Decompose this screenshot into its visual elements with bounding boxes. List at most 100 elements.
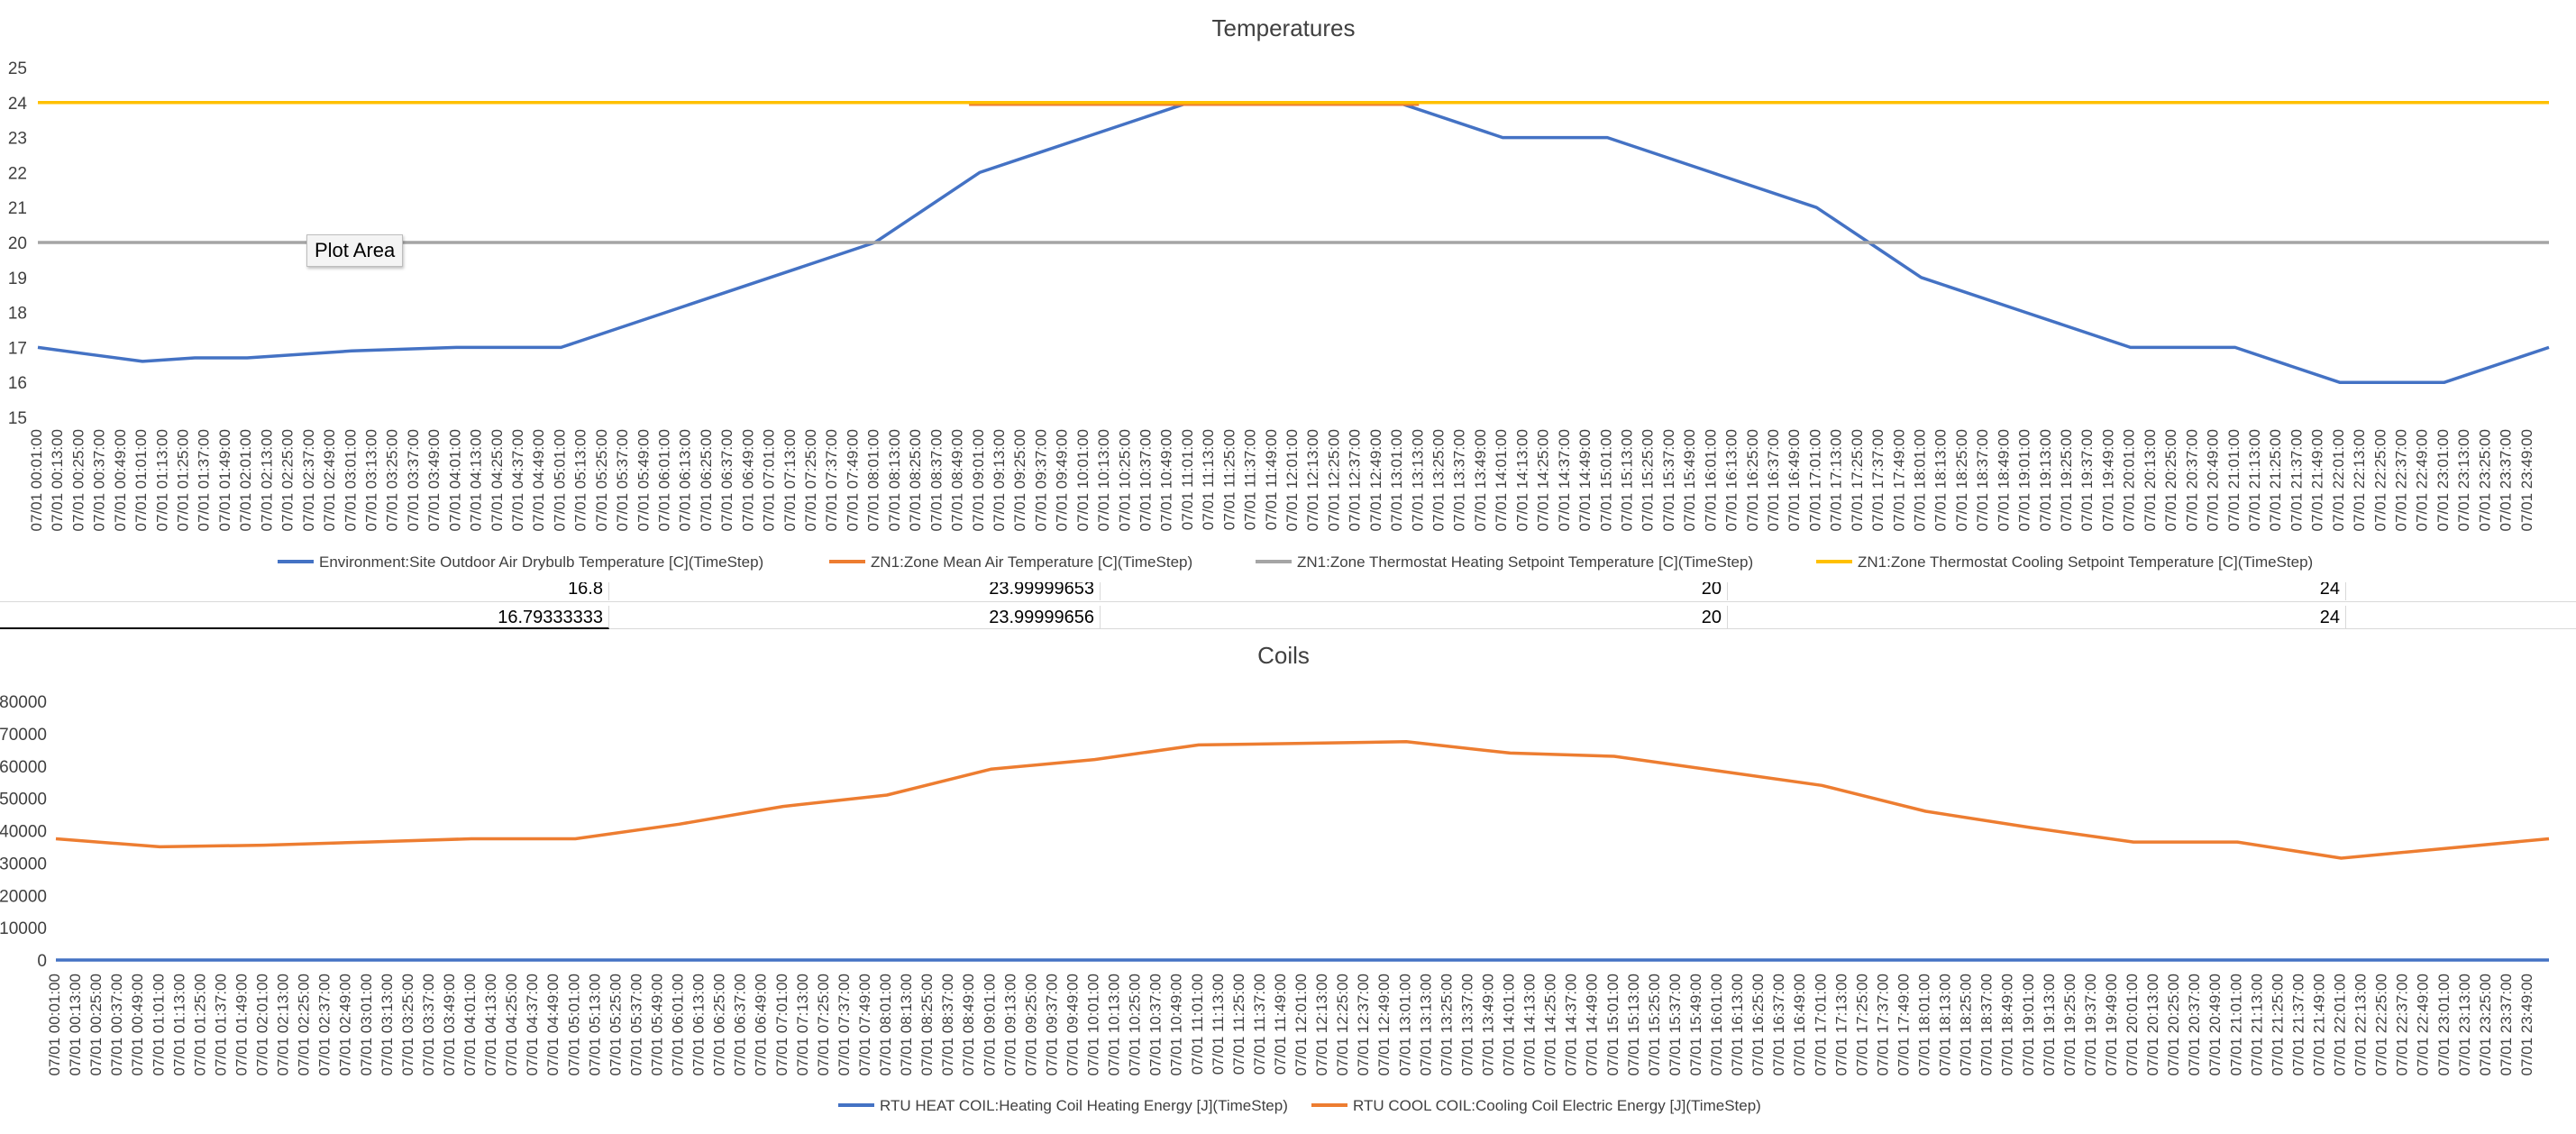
x-tick-label: 07/01 03:13:00 [379,974,396,1075]
legend-entry[interactable]: ZN1:Zone Thermostat Cooling Setpoint Tem… [1858,553,2313,571]
x-tick-label: 07/01 13:01:00 [1396,974,1413,1075]
y-tick-label: 30000 [0,855,47,873]
x-tick-label: 07/01 05:25:00 [607,974,624,1075]
legend-entry[interactable]: Environment:Site Outdoor Air Drybulb Tem… [319,553,763,571]
x-axis: 07/01 00:01:00 07/01 00:13:00 07/01 00:25:… [28,429,2535,531]
x-tick-label: 07/01 07:13:00 [781,429,799,531]
table-cell[interactable]: 16.8 [0,582,609,600]
x-tick-label: 07/01 15:01:00 [1604,974,1621,1075]
x-tick-label: 07/01 20:01:00 [2124,974,2141,1075]
table-cell[interactable]: 20 [1101,582,1728,600]
x-tick-label: 07/01 07:13:00 [794,974,811,1075]
x-tick-label: 07/01 12:49:00 [1367,429,1384,531]
x-tick-label: 07/01 22:37:00 [2394,974,2411,1075]
x-tick-label: 07/01 00:25:00 [87,974,105,1075]
x-tick-label: 07/01 11:13:00 [1200,429,1217,530]
table-row: 16.8 23.99999653 20 24 [0,582,2576,602]
x-tick-label: 07/01 13:37:00 [1458,974,1475,1075]
y-tick-label: 70000 [0,726,47,745]
y-tick-label: 19 [8,270,27,288]
table-cell[interactable]: 24 [1728,606,2346,629]
y-tick-label: 18 [8,305,27,324]
x-tick-label: 07/01 09:13:00 [1001,974,1019,1075]
x-tick-label: 07/01 10:13:00 [1095,429,1112,531]
x-tick-label: 07/01 18:25:00 [1953,429,1970,531]
x-tick-label: 07/01 08:37:00 [939,974,956,1075]
x-tick-label: 07/01 18:01:00 [1916,974,1933,1075]
x-tick-label: 07/01 17:37:00 [1874,974,1891,1075]
x-tick-label: 07/01 15:13:00 [1625,974,1642,1075]
legend-entry[interactable]: ZN1:Zone Thermostat Heating Setpoint Tem… [1297,553,1753,571]
x-tick-label: 07/01 21:37:00 [2288,429,2305,531]
x-tick-label: 07/01 08:25:00 [918,974,936,1075]
legend-entry[interactable]: RTU HEAT COIL:Heating Coil Heating Energ… [880,1097,1288,1114]
x-tick-label: 07/01 05:25:00 [593,429,610,531]
x-tick-label: 07/01 01:13:00 [170,974,187,1075]
legend-entry[interactable]: ZN1:Zone Mean Air Temperature [C](TimeSt… [871,553,1192,571]
x-tick-label: 07/01 09:13:00 [991,429,1008,531]
x-tick-label: 07/01 17:13:00 [1832,974,1850,1075]
x-tick-label: 07/01 06:49:00 [753,974,770,1075]
x-tick-label: 07/01 15:25:00 [1640,429,1657,531]
x-tick-label: 07/01 23:13:00 [2455,429,2472,531]
x-tick-label: 07/01 07:37:00 [836,974,853,1075]
x-tick-label: 07/01 01:01:00 [150,974,167,1075]
y-tick-label: 24 [8,95,28,114]
x-tick-label: 07/01 23:01:00 [2434,429,2452,531]
x-tick-label: 07/01 13:01:00 [1388,429,1405,531]
temperatures-chart: Temperatures 15 16 17 18 19 20 21 22 23 24 25 07/0… [7,14,2550,571]
x-tick-label: 07/01 02:25:00 [279,429,297,531]
x-tick-label: 07/01 07:37:00 [823,429,840,531]
x-tick-label: 07/01 21:49:00 [2310,974,2327,1075]
x-tick-label: 07/01 20:13:00 [2142,429,2159,531]
x-tick-label: 07/01 08:13:00 [898,974,915,1075]
x-tick-label: 07/01 10:01:00 [1074,429,1092,531]
x-tick-label: 07/01 21:13:00 [2248,974,2265,1075]
x-tick-label: 07/01 12:37:00 [1355,974,1372,1075]
x-tick-label: 07/01 06:25:00 [711,974,728,1075]
x-tick-label: 07/01 05:37:00 [614,429,631,531]
table-row: 16.79333333 23.99999656 20 24 [0,606,2576,629]
y-tick-label: 50000 [0,791,47,809]
legend: Environment:Site Outdoor Air Drybulb Tem… [278,553,2313,571]
y-tick-label: 16 [8,374,27,393]
x-tick-label: 07/01 14:49:00 [1576,429,1594,531]
x-tick-label: 07/01 12:25:00 [1325,429,1342,531]
x-tick-label: 07/01 11:49:00 [1263,429,1280,530]
legend-entry[interactable]: RTU COOL COIL:Cooling Coil Electric Ener… [1353,1097,1761,1114]
x-tick-label: 07/01 15:37:00 [1667,974,1684,1075]
x-tick-label: 07/01 16:01:00 [1702,429,1719,531]
x-tick-label: 07/01 04:13:00 [468,429,485,531]
x-tick-label: 07/01 16:49:00 [1791,974,1808,1075]
x-tick-label: 07/01 21:49:00 [2309,429,2326,531]
x-tick-label: 07/01 23:13:00 [2456,974,2473,1075]
y-tick-label: 15 [8,409,27,428]
x-tick-label: 07/01 08:49:00 [949,429,966,531]
x-tick-label: 07/01 16:37:00 [1765,429,1782,531]
x-tick-label: 07/01 07:01:00 [773,974,790,1075]
x-tick-label: 07/01 18:13:00 [1937,974,1954,1075]
table-cell[interactable]: 24 [1728,582,2346,600]
x-tick-label: 07/01 14:13:00 [1521,974,1539,1075]
x-tick-label: 07/01 16:37:00 [1770,974,1787,1075]
x-tick-label: 07/01 20:25:00 [2165,974,2182,1075]
x-tick-label: 07/01 00:49:00 [112,429,129,531]
x-tick-label: 07/01 00:01:00 [28,429,45,531]
x-tick-label: 07/01 16:25:00 [1744,429,1761,531]
y-tick-label: 17 [8,339,27,358]
series-line[interactable] [55,740,2550,860]
x-tick-label: 07/01 20:25:00 [2162,429,2179,531]
x-tick-label: 07/01 22:25:00 [2371,429,2389,531]
x-tick-label: 07/01 00:13:00 [67,974,84,1075]
table-cell[interactable]: 23.99999653 [609,582,1101,600]
table-cell[interactable]: 20 [1101,606,1728,629]
table-cell[interactable]: 16.79333333 [0,606,609,629]
x-tick-label: 07/01 14:13:00 [1513,429,1530,531]
x-tick-label: 07/01 21:25:00 [2269,974,2286,1075]
x-tick-label: 07/01 02:13:00 [258,429,275,531]
x-tick-label: 07/01 10:49:00 [1168,974,1185,1075]
x-tick-label: 07/01 18:37:00 [1978,974,1996,1075]
x-tick-label: 07/01 23:49:00 [2518,429,2535,531]
x-tick-label: 07/01 03:49:00 [425,429,443,531]
table-cell[interactable]: 23.99999656 [609,606,1101,629]
